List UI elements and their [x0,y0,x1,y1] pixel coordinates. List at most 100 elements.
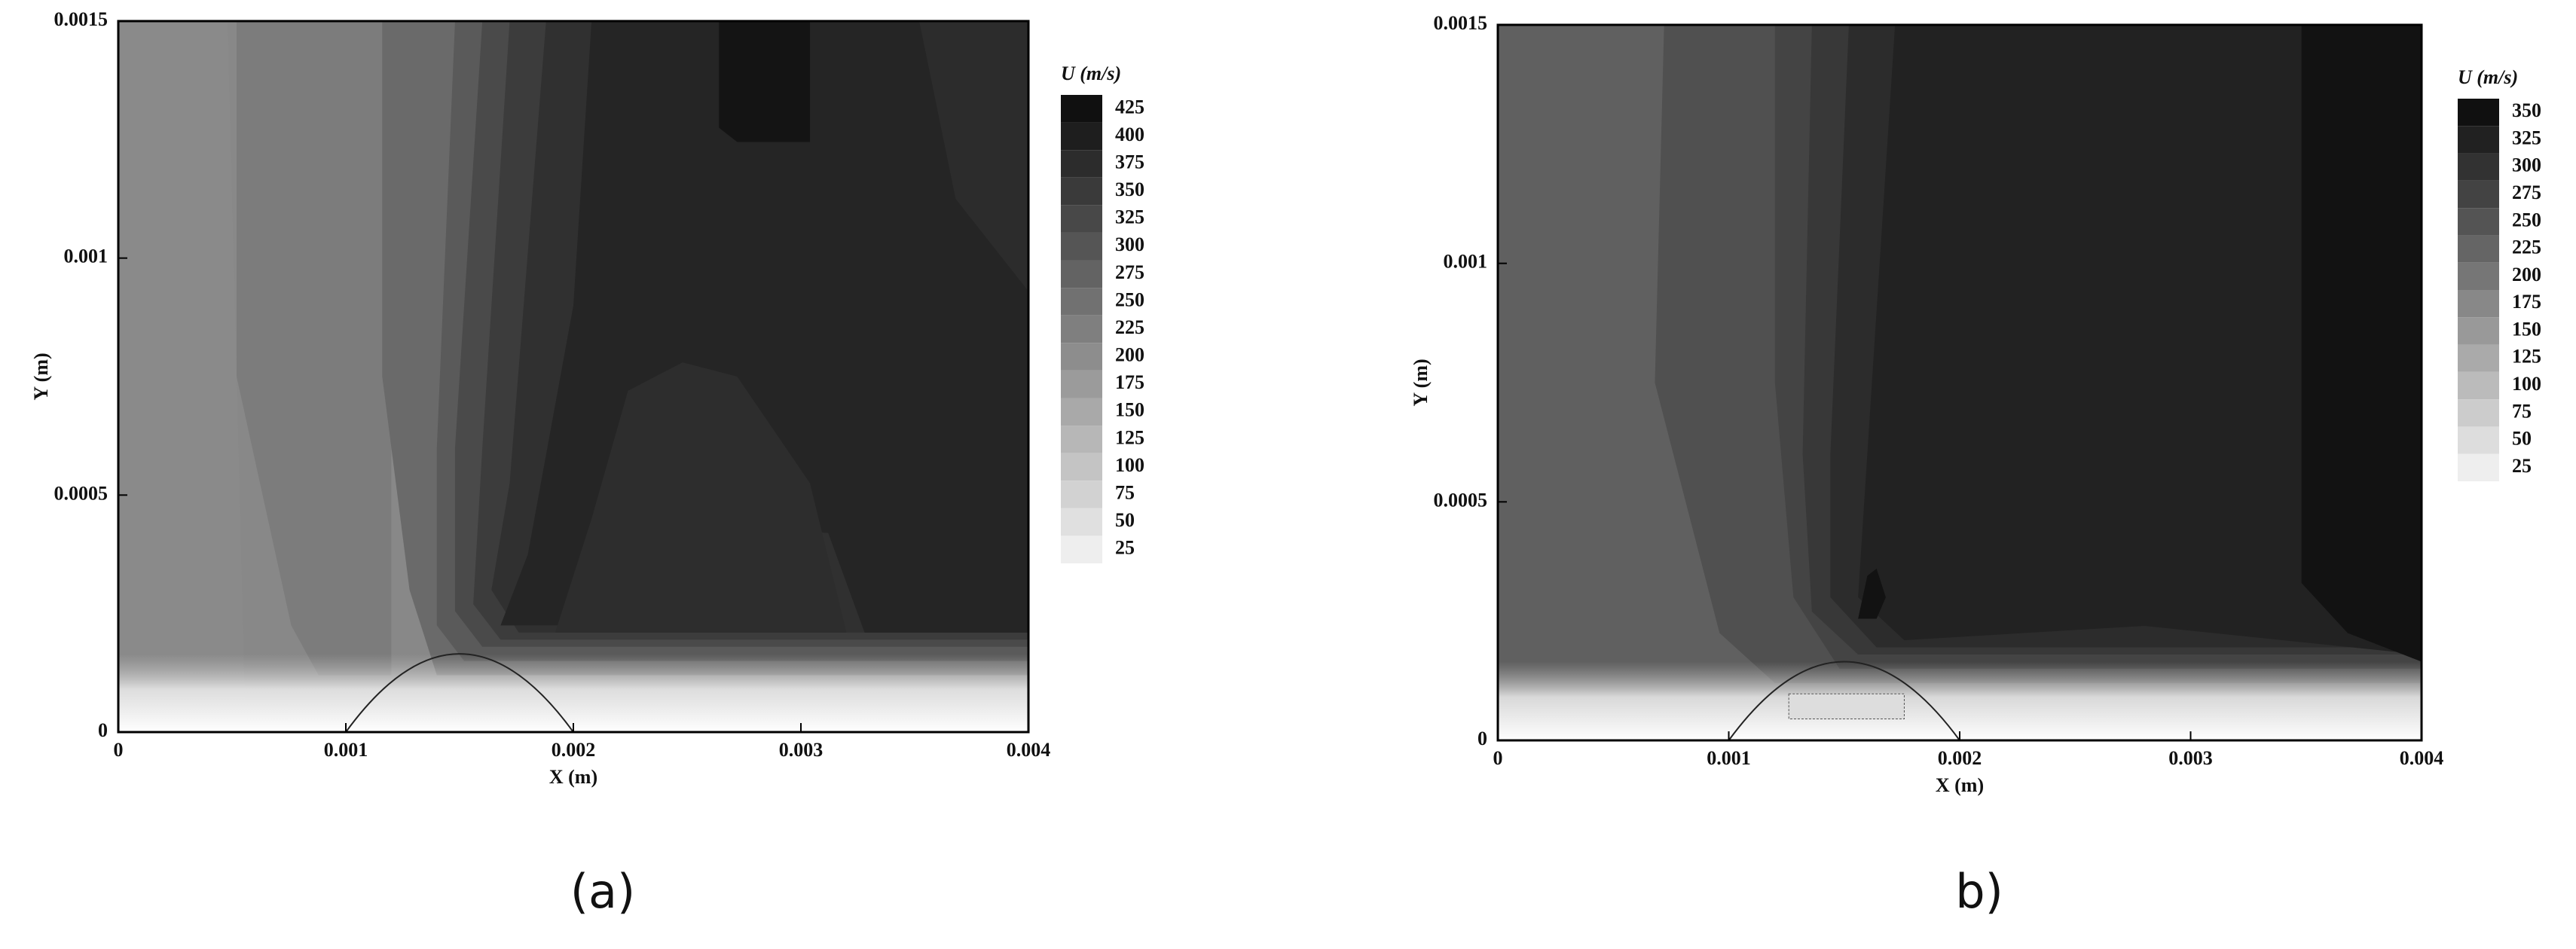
colorbar-swatch [1061,398,1102,426]
colorbar-swatch [2458,99,2499,127]
colorbar-label: 225 [1115,316,1144,338]
colorbar-swatch [2458,371,2499,400]
y-axis-label: Y (m) [30,352,52,400]
caption: b) [1955,864,2003,919]
y-tick-label: 0.001 [64,246,108,267]
colorbar-label: 25 [1115,537,1135,559]
colorbar-swatch [1061,150,1102,178]
colorbar-swatch [2458,426,2499,454]
colorbar-swatch [2458,153,2499,181]
contour-region [719,21,811,142]
colorbar-label: 325 [1115,206,1144,228]
colorbar-label: 100 [1115,454,1144,476]
colorbar-label: 150 [1115,399,1144,421]
x-tick-label: 0.004 [2400,747,2444,769]
y-tick-label: 0.0015 [1434,12,1488,34]
colorbar-label: 50 [1115,509,1135,531]
x-axis-label: X (m) [549,766,597,788]
colorbar-label: 425 [1115,96,1144,117]
x-axis-label: X (m) [1936,774,1984,796]
contour-region [555,362,847,633]
contour-region [919,21,1028,291]
colorbar-label: 325 [2512,127,2541,148]
colorbar-label: 400 [1115,124,1144,145]
contour-field [1498,25,2422,741]
colorbar-swatch [1061,508,1102,536]
y-tick-label: 0.0015 [54,8,108,30]
x-tick-label: 0.001 [324,739,368,761]
x-tick-label: 0.003 [779,739,824,761]
contour-region [118,21,246,732]
colorbar-label: 75 [1115,481,1135,503]
colorbar-swatch [1061,426,1102,453]
x-tick-label: 0.003 [2168,747,2213,769]
colorbar-label: 125 [2512,346,2541,368]
colorbar-swatch [2458,399,2499,427]
colorbar-swatch [1061,288,1102,316]
colorbar-label: 200 [2512,264,2541,285]
x-tick-label: 0.001 [1707,747,1751,769]
bump [345,653,574,733]
colorbar-swatch [2458,317,2499,345]
colorbar-swatch [1061,122,1102,151]
colorbar-label: 75 [2512,400,2532,422]
colorbar-swatch [2458,453,2499,481]
colorbar-swatch [1061,453,1102,481]
boundary-layer [118,654,1028,732]
colorbar-swatch [1061,232,1102,261]
colorbar-swatch [2458,180,2499,209]
colorbar-swatch [1061,370,1102,398]
colorbar-swatch [2458,126,2499,154]
colorbar-label: 250 [2512,209,2541,230]
caption: (a) [570,864,635,919]
x-tick-label: 0 [1493,747,1503,769]
colorbar-label: 300 [1115,233,1144,255]
x-tick-label: 0.004 [1007,739,1051,761]
x-tick-label: 0 [114,739,124,761]
boundary-layer [1498,661,2422,740]
colorbar-swatch [1061,260,1102,288]
colorbar-label: 275 [1115,261,1144,283]
colorbar-swatch [2458,344,2499,372]
colorbar-swatch [2458,262,2499,290]
bump [1728,661,1960,741]
colorbar-swatch [1061,205,1102,233]
colorbar-label: 200 [1115,344,1144,366]
colorbar-title: U (m/s) [2458,66,2518,88]
contour-region [1858,569,1886,619]
y-tick-label: 0.001 [1444,251,1488,273]
colorbar-swatch [2458,208,2499,236]
x-tick-label: 0.002 [1938,747,1982,769]
colorbar-label: 175 [2512,291,2541,313]
contour-region [237,21,392,676]
y-tick-label: 0.0005 [54,482,108,504]
colorbar-swatch [1061,536,1102,563]
colorbar-label: 25 [2512,455,2532,477]
colorbar-label: 275 [2512,182,2541,203]
colorbar-swatch [1061,481,1102,508]
colorbar-swatch [1061,315,1102,343]
contour-field [118,21,1028,733]
colorbar-swatch [1061,343,1102,371]
contour-region [1858,25,2422,655]
colorbar-swatch [2458,290,2499,318]
x-tick-label: 0.002 [552,739,596,761]
colorbar-swatch [1061,177,1102,206]
colorbar-label: 350 [2512,99,2541,121]
colorbar-label: 350 [1115,179,1144,200]
colorbar-swatch [1061,95,1102,123]
colorbar-label: 375 [1115,151,1144,172]
mesh-patch [1788,693,1905,719]
colorbar-title: U (m/s) [1061,63,1121,84]
colorbar-label: 225 [2512,236,2541,258]
colorbar-label: 150 [2512,318,2541,340]
y-tick-label: 0 [98,719,108,741]
y-tick-label: 0.0005 [1434,489,1488,511]
y-tick-label: 0 [1477,728,1487,749]
colorbar-label: 50 [2512,428,2532,450]
colorbar-label: 100 [2512,373,2541,395]
colorbar-label: 250 [1115,288,1144,310]
y-axis-label: Y (m) [1410,359,1432,406]
colorbar-swatch [2458,235,2499,263]
